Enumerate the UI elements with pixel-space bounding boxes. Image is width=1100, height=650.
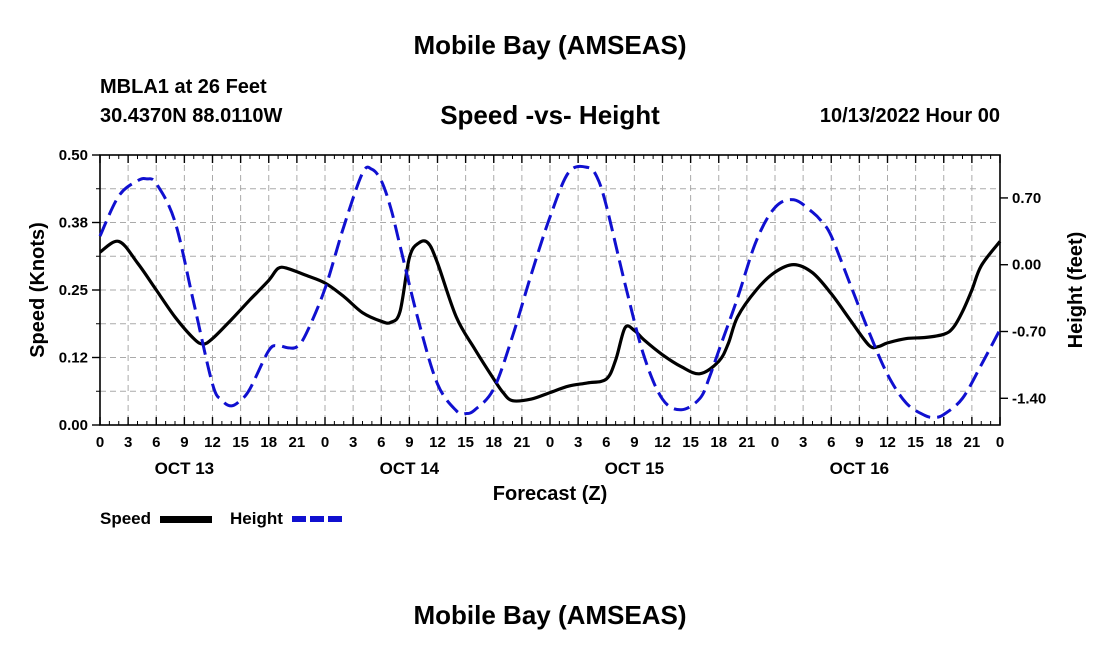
x-tick-label: 0: [771, 434, 779, 451]
date-label: OCT 13: [155, 459, 215, 478]
x-tick-label: 12: [879, 434, 896, 451]
x-tick-label: 6: [152, 434, 160, 451]
x-tick-label: 12: [429, 434, 446, 451]
legend-speed-label: Speed: [100, 509, 152, 528]
footer-title: Mobile Bay (AMSEAS): [413, 600, 687, 630]
x-tick-label: 15: [907, 434, 924, 451]
left-y-axis-title: Speed (Knots): [27, 222, 49, 358]
station-coordinates: 30.4370N 88.0110W: [100, 105, 283, 127]
x-tick-label: 9: [405, 434, 413, 451]
x-tick-label: 0: [96, 434, 104, 451]
x-tick-label: 9: [180, 434, 188, 451]
x-tick-label: 0: [996, 434, 1004, 451]
chart-series: [98, 164, 1002, 419]
x-tick-label: 21: [739, 434, 756, 451]
y-tick-label: 0.38: [59, 215, 88, 232]
x-tick-label: 3: [799, 434, 807, 451]
axis-ticks: 0 3 6 9 12 15 18 21 0 3 6 9 12 15 18 21 0 3 6 9 12 15 18 21 0 3 6 9…: [59, 147, 1046, 478]
x-axis-title: Forecast (Z): [493, 483, 607, 505]
x-tick-label: 6: [377, 434, 385, 451]
x-tick-label: 0: [321, 434, 329, 451]
y2-tick-label: 0.70: [1012, 190, 1041, 207]
speed-series-line: [99, 239, 1002, 403]
chart-subtitle: Speed -vs- Height: [440, 100, 660, 130]
chart-grid: [100, 155, 1000, 425]
x-tick-label: 15: [457, 434, 474, 451]
x-tick-label: 18: [485, 434, 502, 451]
forecast-datetime: 10/13/2022 Hour 00: [819, 105, 1000, 127]
legend-height-label: Height: [230, 509, 283, 528]
x-tick-label: 6: [602, 434, 610, 451]
legend-height-swatch: [292, 516, 342, 522]
y2-tick-label: 0.00: [1012, 257, 1041, 274]
y-tick-label: 0.50: [59, 147, 88, 164]
station-label: MBLA1 at 26 Feet: [100, 76, 267, 98]
y-tick-label: 0.12: [59, 350, 88, 367]
y2-tick-label: -1.40: [1012, 390, 1046, 407]
x-tick-label: 18: [710, 434, 727, 451]
x-tick-label: 18: [935, 434, 952, 451]
x-tick-label: 21: [964, 434, 981, 451]
y-tick-label: 0.25: [59, 282, 88, 299]
x-tick-label: 3: [124, 434, 132, 451]
x-tick-label: 9: [630, 434, 638, 451]
x-tick-label: 12: [654, 434, 671, 451]
height-series-line: [98, 164, 1002, 419]
date-label: OCT 16: [830, 459, 890, 478]
page-title: Mobile Bay (AMSEAS): [413, 30, 687, 60]
x-tick-label: 9: [855, 434, 863, 451]
x-tick-label: 15: [682, 434, 699, 451]
right-y-axis-title: Height (feet): [1065, 232, 1087, 349]
x-tick-label: 3: [349, 434, 357, 451]
x-tick-label: 6: [827, 434, 835, 451]
x-tick-label: 21: [514, 434, 531, 451]
x-tick-label: 15: [232, 434, 249, 451]
y2-tick-label: -0.70: [1012, 324, 1046, 341]
legend-speed-swatch: [160, 516, 212, 523]
x-tick-label: 18: [260, 434, 277, 451]
x-tick-label: 3: [574, 434, 582, 451]
x-tick-label: 12: [204, 434, 221, 451]
x-tick-label: 21: [289, 434, 306, 451]
y-tick-label: 0.00: [59, 417, 88, 434]
date-label: OCT 15: [605, 459, 665, 478]
date-label: OCT 14: [380, 459, 440, 478]
x-tick-label: 0: [546, 434, 554, 451]
